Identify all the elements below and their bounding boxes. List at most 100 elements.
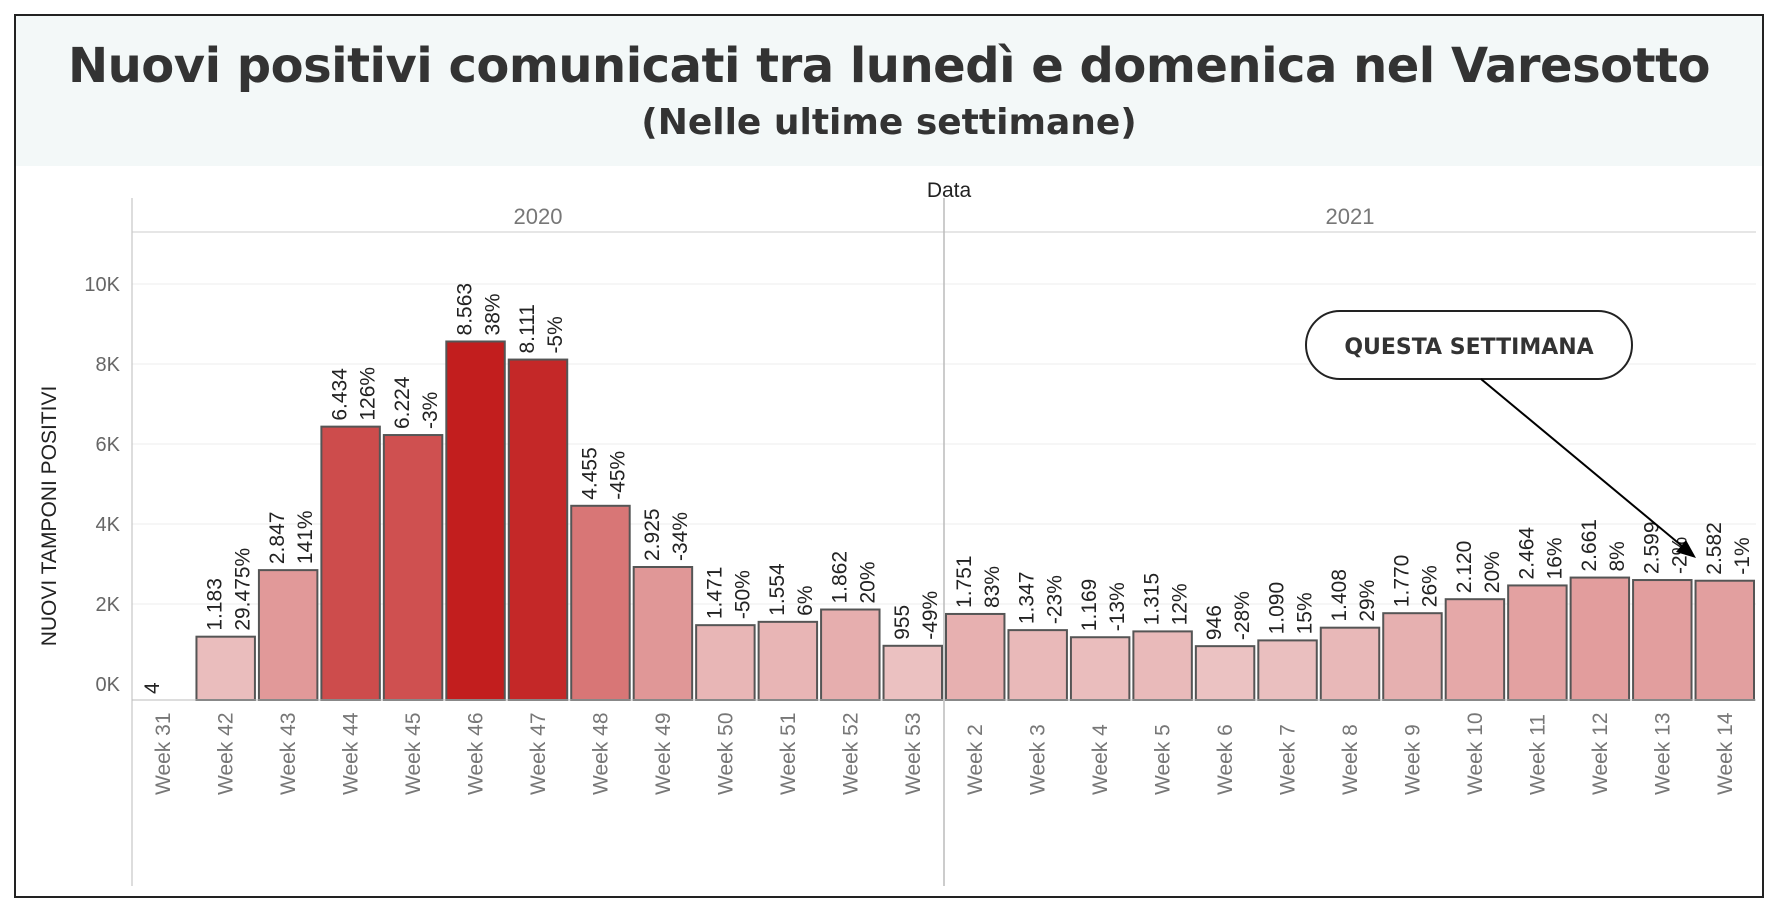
y-tick-label: 6K: [96, 434, 121, 456]
pct-label: -3%: [419, 392, 442, 429]
x-tick-label: Week 50: [714, 713, 737, 796]
value-label: 1.347: [1016, 572, 1039, 625]
bar: [382, 434, 444, 701]
pct-label: 15%: [1294, 592, 1317, 634]
pct-label: 29.475%: [232, 548, 255, 631]
value-label: 8.111: [516, 304, 539, 353]
x-tick-label: Week 42: [215, 713, 238, 796]
value-label: 4.455: [578, 447, 601, 500]
x-tick-label: Week 52: [839, 713, 862, 796]
x-tick-label: Week 12: [1589, 713, 1612, 796]
bar: [1257, 639, 1318, 702]
x-tick-label: Week 4: [1089, 724, 1112, 795]
value-label: 2.464: [1515, 527, 1538, 580]
x-tick-label: Week 10: [1464, 713, 1487, 796]
x-tick-label: Week 46: [465, 713, 488, 796]
callout-box: [1305, 310, 1633, 380]
x-tick-label: Week 49: [652, 713, 675, 796]
bar: [945, 612, 1006, 702]
value-label: 1.408: [1328, 569, 1351, 622]
bar: [1694, 579, 1755, 701]
pct-label: 16%: [1543, 537, 1566, 579]
bar: [257, 569, 319, 701]
bar: [195, 635, 256, 701]
bar: [632, 566, 694, 701]
value-label: 2.847: [266, 512, 289, 565]
bar: [1444, 598, 1506, 702]
pct-label: -34%: [669, 512, 692, 561]
x-tick-label: Week 45: [402, 713, 425, 796]
x-tick-label: Week 14: [1714, 712, 1737, 795]
x-tick-label: Week 13: [1651, 713, 1674, 796]
bar: [1194, 645, 1256, 701]
value-label: 8.563: [454, 283, 477, 336]
value-label: 1.862: [828, 551, 851, 604]
bar: [1382, 612, 1443, 702]
pct-label: -50%: [731, 570, 754, 619]
pct-label: 141%: [294, 510, 317, 564]
value-label: 946: [1203, 605, 1226, 640]
callout-arrow-head-icon: [1676, 540, 1696, 558]
pct-label: -1%: [1731, 537, 1754, 574]
value-label: 1.169: [1078, 579, 1101, 632]
x-tick-label: Week 7: [1277, 724, 1300, 795]
value-label: 6.224: [391, 376, 414, 429]
value-label: 1.315: [1141, 573, 1164, 626]
bar: [507, 358, 569, 701]
bar: [1507, 584, 1568, 701]
chart-title: Nuovi positivi comunicati tra lunedì e d…: [67, 38, 1711, 94]
bar: [320, 425, 381, 701]
x-tick-label: Week 53: [902, 713, 925, 796]
pct-label: 38%: [482, 293, 505, 335]
pct-label: -45%: [606, 451, 629, 500]
chart-area: 4 1.183 29.475% 2.847 141% 6.434 126% 6.224 -3% 8…: [38, 179, 1756, 886]
y-tick-label: 2K: [96, 594, 121, 616]
pct-label: -28%: [1231, 591, 1254, 640]
value-label: 2.925: [641, 508, 664, 561]
pct-label: 126%: [357, 367, 380, 421]
y-axis-title: NUOVI TAMPONI POSITIVI: [38, 386, 61, 647]
pct-label: -49%: [919, 591, 942, 640]
pct-label: 12%: [1169, 583, 1192, 625]
value-label: 2.661: [1578, 519, 1601, 572]
bar: [1132, 630, 1193, 702]
bar: [1007, 629, 1068, 701]
y-tick-label: 10K: [84, 274, 120, 296]
value-label: 6.434: [329, 368, 352, 421]
bar: [1632, 579, 1693, 701]
pct-label: -23%: [1044, 575, 1067, 624]
bar: [1569, 576, 1631, 701]
pct-label: 29%: [1356, 580, 1379, 622]
bar: [570, 504, 631, 701]
title-band: Nuovi positivi comunicati tra lunedì e d…: [16, 16, 1762, 166]
callout-annotation: QUESTA SETTIMANA: [1305, 310, 1696, 558]
x-tick-label: Week 2: [964, 724, 987, 795]
x-tick-label: Week 44: [340, 712, 363, 795]
value-label: 2.599: [1640, 521, 1663, 574]
x-tick-label: Week 9: [1401, 724, 1424, 795]
pct-label: 8%: [1606, 541, 1629, 571]
value-label: 1.183: [204, 578, 227, 631]
chart-subtitle: (Nelle ultime settimane): [641, 102, 1137, 143]
x-tick-label: Week 48: [589, 713, 612, 796]
x-tick-label: Week 6: [1214, 724, 1237, 795]
pct-label: -13%: [1106, 582, 1129, 631]
bar: [445, 340, 506, 701]
data-labels: 4 1.183 29.475% 2.847 141% 6.434 126% 6.224 -3% 8…: [141, 283, 1754, 694]
top-axis-title: Data: [927, 179, 972, 202]
value-label: 1.471: [703, 567, 726, 620]
callout-text: QUESTA SETTIMANA: [1344, 335, 1593, 360]
value-label: 1.554: [766, 563, 789, 616]
pct-label: 20%: [856, 561, 879, 603]
x-tick-label: Week 11: [1526, 714, 1549, 795]
bar: [820, 608, 881, 702]
pct-label: 6%: [794, 585, 817, 615]
pct-label: 26%: [1418, 565, 1441, 607]
value-label: 4: [141, 682, 164, 694]
value-label: 2.582: [1703, 522, 1726, 575]
pct-label: -5%: [544, 316, 567, 353]
x-tick-label: Week 5: [1152, 724, 1175, 795]
chart-frame: Nuovi positivi comunicati tra lunedì e d…: [14, 14, 1764, 898]
x-tick-label: Week 31: [152, 713, 175, 796]
pct-label: 20%: [1481, 551, 1504, 593]
